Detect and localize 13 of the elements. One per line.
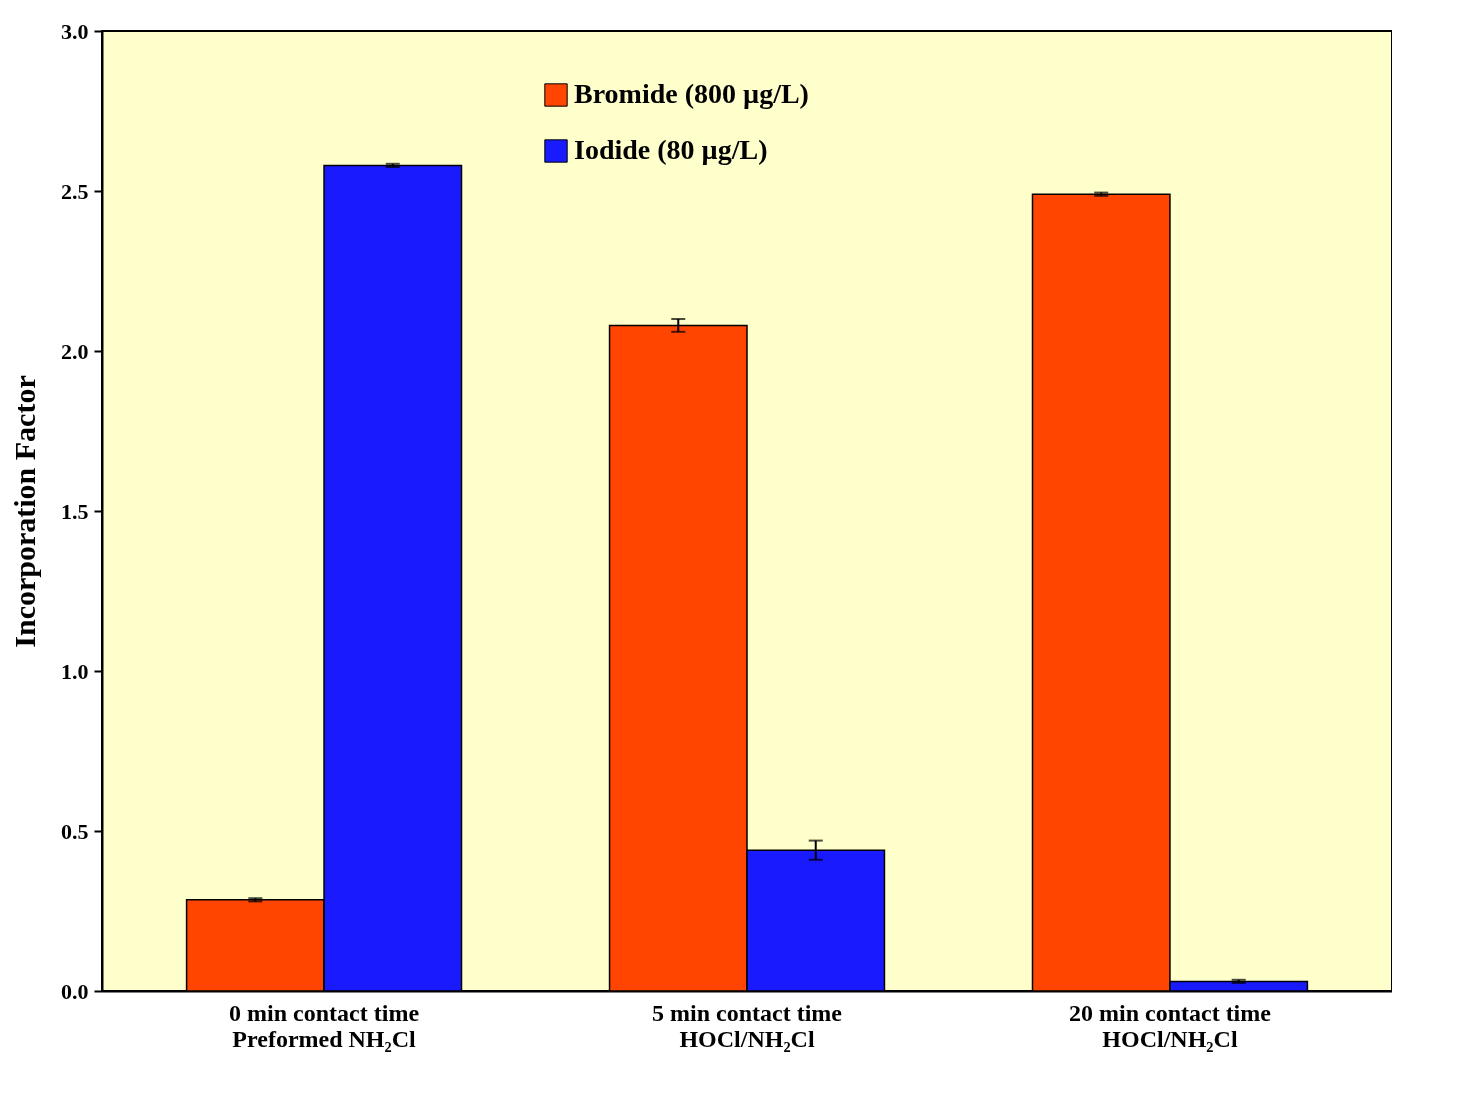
y-tick-label: 3.0 xyxy=(61,18,89,44)
y-tick-label: 1.0 xyxy=(61,658,89,684)
y-tick-label: 1.5 xyxy=(61,498,89,524)
legend-label: Bromide (800 µg/L) xyxy=(574,78,809,109)
y-tick-label: 0.0 xyxy=(61,978,89,1004)
legend-label: Iodide (80 µg/L) xyxy=(574,134,768,165)
x-tick-label: 0 min contact time Preformed NH₂Cl xyxy=(229,999,420,1052)
y-tick-label: 2.0 xyxy=(61,338,89,364)
x-tick-label: 20 min contact time HOCl/NH₂Cl xyxy=(1068,999,1272,1052)
y-tick-label: 2.5 xyxy=(61,178,89,204)
x-tick-label: 5 min contact time HOCl/NH₂Cl xyxy=(652,999,843,1052)
y-tick-label: 0.5 xyxy=(61,818,89,844)
y-axis-title: Incorporation Factor xyxy=(8,375,41,648)
